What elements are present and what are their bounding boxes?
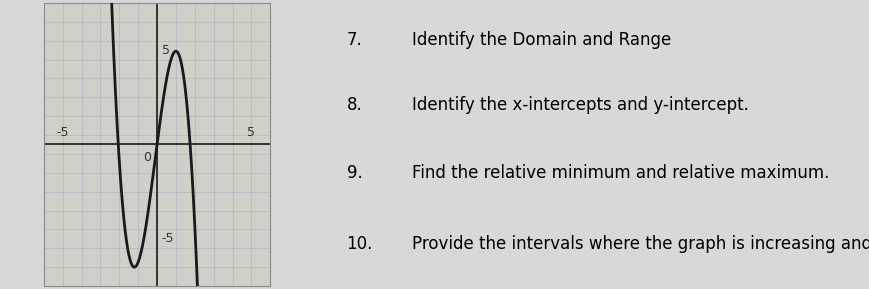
Text: 9.: 9.	[347, 164, 362, 182]
Text: 5: 5	[248, 126, 255, 139]
Text: 8.: 8.	[347, 96, 362, 114]
Text: Identify the x-intercepts and y-intercept.: Identify the x-intercepts and y-intercep…	[412, 96, 749, 114]
Text: 7.: 7.	[347, 31, 362, 49]
Text: Identify the Domain and Range: Identify the Domain and Range	[412, 31, 672, 49]
Text: 10.: 10.	[347, 235, 373, 253]
Text: Provide the intervals where the graph is increasing and decreasing.: Provide the intervals where the graph is…	[412, 235, 869, 253]
Text: -5: -5	[56, 126, 69, 139]
Text: 0: 0	[143, 151, 151, 164]
Text: 5: 5	[162, 44, 169, 57]
Text: Find the relative minimum and relative maximum.: Find the relative minimum and relative m…	[412, 164, 830, 182]
Text: -5: -5	[162, 232, 175, 245]
